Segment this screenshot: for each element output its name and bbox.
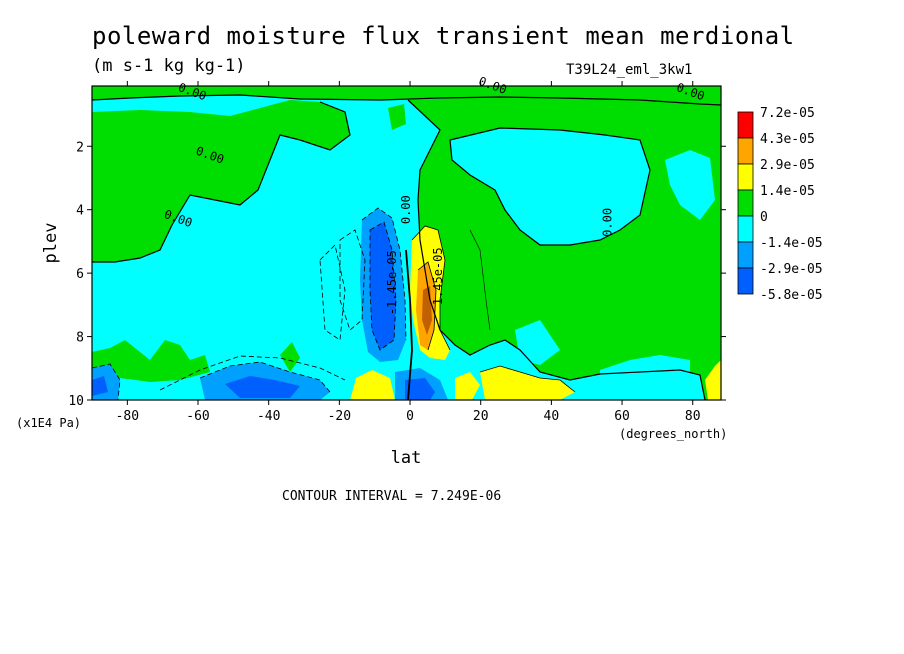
- legend-swatch: [737, 111, 754, 139]
- x-tick-label: 0: [406, 409, 414, 424]
- x-tick-label: 80: [685, 409, 701, 424]
- units-label: (m s-1 kg kg-1): [92, 56, 246, 76]
- x-tick-label: -60: [186, 409, 209, 424]
- chart-title: poleward moisture flux transient mean me…: [92, 22, 795, 50]
- contour-label: 1.45e-05: [431, 247, 445, 305]
- x-unit-label: (degrees_north): [619, 427, 727, 441]
- x-axis-label: lat: [391, 448, 422, 468]
- contour-label: 0.00: [600, 208, 614, 237]
- y-tick-label: 4: [76, 204, 84, 219]
- contour-interval-note: CONTOUR INTERVAL = 7.249E-06: [282, 489, 502, 504]
- legend-level-label: 7.2e-05: [760, 106, 815, 121]
- plot-frame: [91, 85, 722, 401]
- legend-swatch: [737, 189, 754, 217]
- x-tick-label: -40: [257, 409, 280, 424]
- legend-level-label: 2.9e-05: [760, 158, 815, 173]
- legend-swatch: [737, 267, 754, 295]
- legend-swatch: [737, 215, 754, 243]
- x-tick-label: -20: [328, 409, 351, 424]
- y-axis-label: plev: [41, 223, 61, 264]
- legend-level-label: -1.4e-05: [760, 236, 823, 251]
- x-tick-label: -80: [116, 409, 139, 424]
- y-tick-label: 8: [76, 331, 84, 346]
- legend-level-label: 4.3e-05: [760, 132, 815, 147]
- x-tick-label: 40: [544, 409, 560, 424]
- legend-level-label: 1.4e-05: [760, 184, 815, 199]
- legend-swatch: [737, 241, 754, 269]
- legend-level-label: -5.8e-05: [760, 288, 823, 303]
- legend-level-label: -2.9e-05: [760, 262, 823, 277]
- contour-lines: [92, 94, 721, 400]
- legend-swatch: [737, 163, 754, 191]
- y-tick-label: 6: [76, 267, 84, 282]
- run-label: T39L24_eml_3kw1: [566, 62, 693, 78]
- x-tick-label: 60: [614, 409, 630, 424]
- y-tick-label: 2: [76, 140, 84, 155]
- legend-level-label: 0: [760, 210, 768, 225]
- field-fill: [92, 86, 721, 400]
- contour-label: 0.00: [399, 195, 413, 224]
- y-unit-label: (x1E4 Pa): [16, 416, 81, 430]
- y-tick-label: 10: [68, 394, 84, 409]
- x-tick-label: 20: [473, 409, 489, 424]
- contour-label: -1.45e-05: [385, 250, 399, 315]
- legend-swatch: [737, 137, 754, 165]
